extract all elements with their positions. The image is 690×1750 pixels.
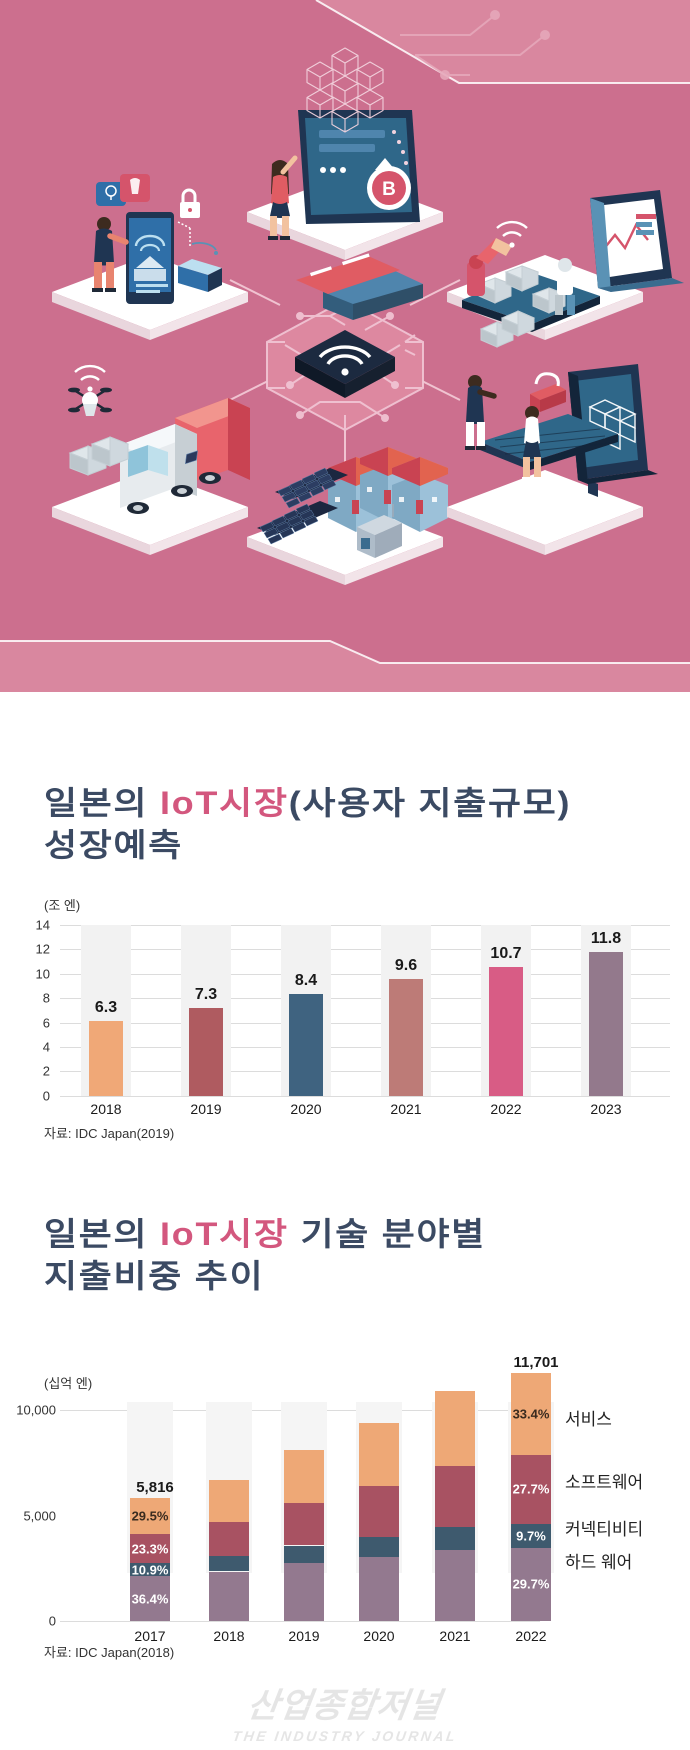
- svg-text:B: B: [382, 179, 396, 200]
